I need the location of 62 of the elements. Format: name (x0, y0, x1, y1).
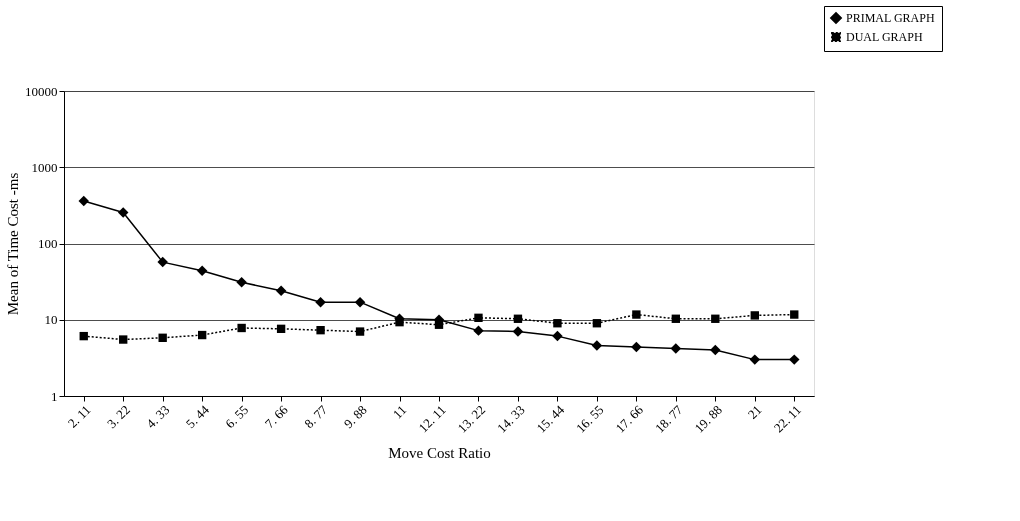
point (236, 277, 247, 288)
point (789, 354, 800, 365)
point (158, 333, 167, 342)
x-tick-label: 19. 88 (691, 402, 726, 436)
x-tick-label: 5. 44 (182, 401, 213, 432)
point (632, 310, 641, 319)
point (237, 323, 246, 333)
y-tick-label: 10000 (25, 83, 58, 99)
point (196, 265, 208, 276)
point (197, 330, 207, 340)
x-tick-label: 22. 11 (770, 402, 804, 436)
point (749, 354, 761, 365)
point (670, 343, 682, 354)
x-tick-label: 15. 44 (533, 401, 568, 436)
point (354, 296, 366, 308)
point (355, 327, 365, 336)
y-tick-label: 10 (44, 312, 58, 328)
x-tick-label: 8. 77 (301, 401, 331, 432)
y-axis-title: Mean of Time Cost -ms (5, 172, 21, 316)
x-tick-label: 17. 66 (612, 401, 647, 436)
point (117, 207, 129, 218)
point (553, 319, 562, 328)
x-tick-label: 2. 11 (64, 402, 94, 431)
point (513, 314, 523, 323)
point (275, 285, 287, 296)
legend-label: PRIMAL GRAPH (846, 11, 935, 25)
point (631, 341, 642, 353)
x-tick-label: 4. 33 (143, 402, 173, 432)
point (316, 325, 325, 335)
point (474, 313, 483, 322)
point (78, 195, 89, 207)
point (710, 344, 721, 356)
x-tick-label: 7. 66 (261, 401, 292, 432)
legend-label: DUAL GRAPH (846, 30, 923, 44)
point (512, 326, 524, 337)
x-tick-label: 9. 88 (340, 402, 370, 432)
point (276, 324, 286, 334)
x-axis-title: Move Cost Ratio (388, 444, 491, 461)
x-tick-label: 21 (744, 402, 765, 422)
y-tick-label: 1 (51, 388, 58, 404)
point (79, 331, 88, 341)
point (315, 296, 326, 308)
x-tick-label: 14. 33 (494, 402, 528, 436)
point (157, 256, 168, 268)
point (473, 325, 484, 336)
x-tick-label: 6. 55 (222, 402, 252, 432)
point (591, 340, 603, 351)
x-tick-label: 16. 55 (573, 402, 607, 436)
x-tick-label: 12. 11 (415, 402, 449, 436)
x-tick-label: 11 (389, 402, 410, 422)
point (790, 310, 799, 319)
x-tick-label: 18. 77 (651, 401, 686, 436)
x-tick-label: 3. 22 (103, 402, 133, 432)
point (671, 314, 681, 323)
x-tick-label: 13. 22 (454, 402, 489, 436)
point (592, 319, 602, 328)
point (119, 335, 128, 344)
y-tick-label: 1000 (31, 159, 58, 175)
point (711, 314, 720, 323)
point (750, 311, 759, 320)
y-tick-label: 100 (38, 236, 58, 251)
point (552, 330, 563, 342)
